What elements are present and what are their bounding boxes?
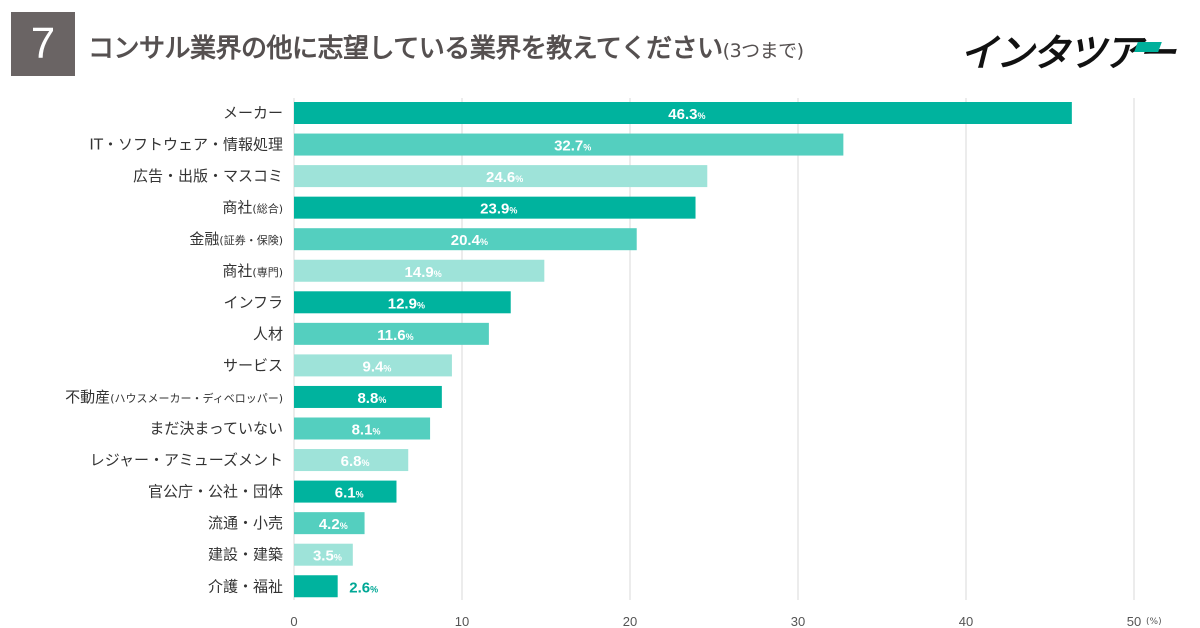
x-tick-label-10: 10 <box>455 614 469 628</box>
brand-logo-text: インタツアー <box>960 31 1176 75</box>
bar <box>294 133 844 156</box>
bar <box>294 322 489 345</box>
bar <box>294 449 409 472</box>
category-label: まだ決まっていない <box>149 420 283 438</box>
bar <box>294 417 431 440</box>
category-label: 金融(証券・保険) <box>189 230 283 248</box>
category-label: 官公庁・公社・団体 <box>148 483 283 501</box>
question-number: 7 <box>30 19 56 68</box>
data-label: 32.7% <box>554 138 591 155</box>
data-label: 8.8% <box>357 390 386 407</box>
data-label: 2.6% <box>349 579 378 596</box>
category-label: IT・ソフトウェア・情報処理 <box>89 136 283 154</box>
data-label: 46.3% <box>668 106 705 123</box>
data-label: 8.1% <box>352 422 381 439</box>
category-label: 建設・建築 <box>208 546 283 564</box>
data-label: 6.8% <box>341 453 370 470</box>
chart-title-suffix: (3つまで) <box>722 40 804 62</box>
data-label: 4.2% <box>319 516 348 533</box>
bar <box>294 102 1072 124</box>
chart-title: コンサル業界の他に志望している業界を教えてください(3つまで) <box>88 28 804 65</box>
x-axis-unit: (%) <box>1146 617 1162 627</box>
bar <box>294 228 637 251</box>
x-tick-label-20: 20 <box>623 614 637 628</box>
category-label: 人材 <box>253 325 283 343</box>
category-label: 商社(総合) <box>222 199 283 217</box>
bar <box>294 165 708 188</box>
bar <box>294 575 338 598</box>
category-label: レジャー・アミューズメント <box>90 451 283 469</box>
x-tick-label-0: 0 <box>290 614 297 628</box>
bar <box>294 480 397 503</box>
data-label: 6.1% <box>335 485 364 502</box>
category-label: 不動産(ハウスメーカー・ディベロッパー) <box>65 388 283 406</box>
bar <box>294 196 696 219</box>
question-number-badge: 7 <box>11 12 75 76</box>
category-label: メーカー <box>223 104 283 122</box>
data-label: 3.5% <box>313 548 342 565</box>
bar <box>294 512 365 535</box>
bar <box>294 291 511 314</box>
bar <box>294 543 353 566</box>
x-tick-label-40: 40 <box>959 614 973 628</box>
category-label: 介護・福祉 <box>208 577 283 595</box>
data-label: 20.4% <box>451 232 488 249</box>
data-label: 9.4% <box>363 358 392 375</box>
x-tick-label-30: 30 <box>791 614 805 628</box>
data-label: 12.9% <box>388 295 425 312</box>
chart-title-main: コンサル業界の他に志望している業界を教えてください <box>88 34 723 64</box>
bar <box>294 354 452 377</box>
category-label: 流通・小売 <box>208 514 283 532</box>
data-label: 23.9% <box>480 201 517 218</box>
data-label: 24.6% <box>486 169 523 186</box>
category-label: 広告・出版・マスコミ <box>133 167 283 185</box>
category-label: インフラ <box>223 293 283 311</box>
data-label: 11.6% <box>377 327 413 344</box>
brand-logo: インタツアー <box>960 22 1176 77</box>
category-label: サービス <box>223 356 283 374</box>
category-label: 商社(専門) <box>222 262 283 280</box>
x-tick-label-50: 50 <box>1127 614 1141 628</box>
data-label: 14.9% <box>405 264 442 281</box>
bar <box>294 259 545 282</box>
bar <box>294 385 442 408</box>
